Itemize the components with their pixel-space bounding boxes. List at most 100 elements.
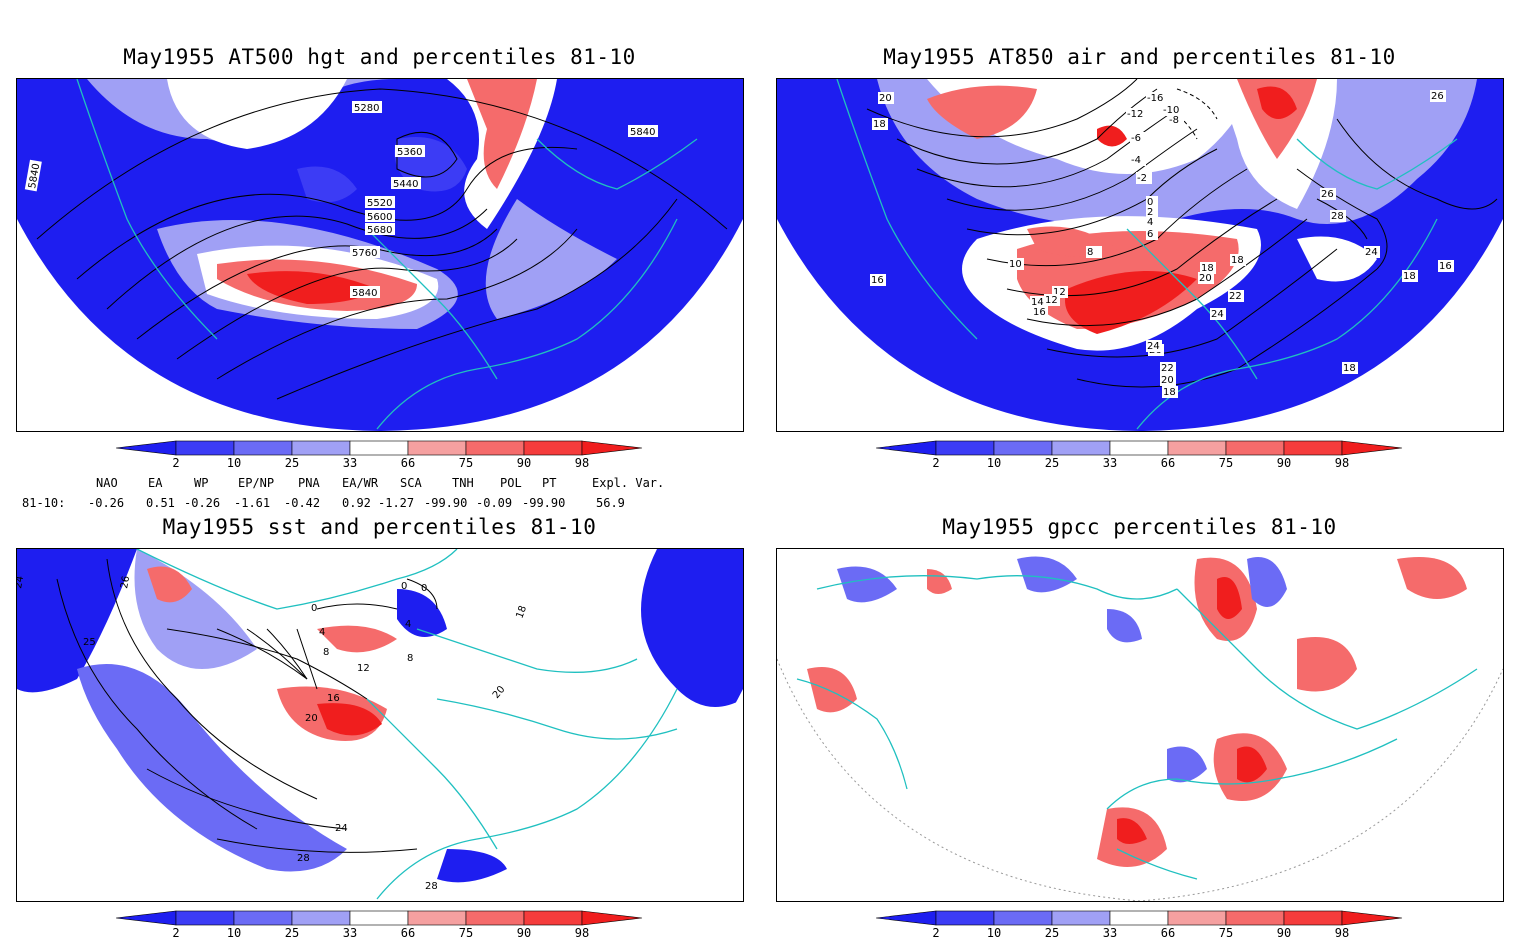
map-panel-gpcc (776, 548, 1504, 902)
contour-label: 16 (1439, 261, 1452, 272)
contour-label: 18 (514, 604, 529, 620)
contour-label: 16 (327, 693, 340, 704)
map-air850: 20 18 -16 -12 -10 -8 -6 -4 -2 0 2 4 6 8 … (777, 79, 1503, 431)
contour-label: 4 (405, 619, 411, 630)
contour-label: 14 (1031, 297, 1044, 308)
contour-label: 5360 (397, 147, 422, 158)
contour-labels-hgt500: 5280 5360 5440 5520 5600 5680 5760 5840 … (24, 101, 658, 299)
colorbar-tick-label: 75 (1218, 456, 1234, 470)
contour-label: 5760 (352, 248, 377, 259)
colorbar-segment (1167, 440, 1227, 456)
contour-label: 26 (1321, 189, 1334, 200)
index-header: TNH (452, 476, 474, 490)
contour-label: 8 (1087, 247, 1093, 258)
colorbar-segment (407, 440, 467, 456)
colorbar-segment (935, 910, 995, 926)
colorbar-segment (175, 440, 235, 456)
colorbar-tick-label: 66 (1160, 456, 1176, 470)
contour-label: 28 (425, 881, 438, 892)
colorbar-segment (523, 910, 583, 926)
contour-label: 5680 (367, 225, 392, 236)
teleconnection-indices: NAO EA WP EP/NP PNA EA/WR SCA TNH POL PT… (0, 476, 760, 516)
colorbar-tick-label: 98 (574, 926, 590, 940)
contour-label: 25 (83, 637, 96, 648)
contour-label: 28 (297, 853, 310, 864)
contour-label: -8 (1169, 115, 1179, 126)
colorbar-tick-label: 90 (516, 456, 532, 470)
colorbar-segment (1167, 910, 1227, 926)
index-header: WP (194, 476, 209, 490)
colorbar-segment (465, 910, 525, 926)
contour-label: -16 (1147, 93, 1163, 104)
contour-label: 22 (1229, 291, 1242, 302)
colorbar-tick-label: 25 (284, 456, 300, 470)
index-value: -0.26 (88, 496, 125, 510)
colorbar-segment (116, 440, 177, 456)
colorbar-tick-label: 33 (342, 926, 358, 940)
contour-label: 24 (17, 575, 26, 589)
index-value: 0.92 (342, 496, 371, 510)
map-sst: 24 26 25 0 0 4 4 8 8 12 16 20 24 28 28 1… (17, 549, 743, 901)
colorbar-segment (876, 910, 937, 926)
contour-label: 16 (871, 275, 884, 286)
contour-label: 0 (401, 581, 407, 592)
colorbar-tick-label: 10 (986, 926, 1002, 940)
contour-label: 10 (1009, 259, 1022, 270)
contour-label: 18 (1343, 363, 1356, 374)
index-header: PT (542, 476, 557, 490)
colorbar-tick-label: 25 (284, 926, 300, 940)
index-value: -0.42 (284, 496, 321, 510)
contour-label: 18 (1163, 387, 1176, 398)
contour-label: 28 (1331, 211, 1344, 222)
map-panel-air850: 20 18 -16 -12 -10 -8 -6 -4 -2 0 2 4 6 8 … (776, 78, 1504, 432)
contour-label: 18 (1231, 255, 1244, 266)
contour-label: 5280 (354, 103, 379, 114)
contour-label: 5840 (352, 288, 377, 299)
colorbar-tick-label: 75 (1218, 926, 1234, 940)
index-header: SCA (400, 476, 422, 490)
contour-label: 12 (357, 663, 370, 674)
colorbar-tick-label: 2 (932, 456, 940, 470)
contour-label: 24 (1211, 309, 1224, 320)
colorbar-tick-label: 33 (342, 456, 358, 470)
colorbar-segment (175, 910, 235, 926)
index-header: EA/WR (342, 476, 379, 490)
contour-label: 22 (1161, 363, 1174, 374)
index-value: -0.09 (476, 496, 513, 510)
index-value: -99.90 (424, 496, 468, 510)
colorbar-tick-label: 98 (1334, 926, 1350, 940)
colorbar-tick-label: 10 (226, 456, 242, 470)
colorbar-segment (581, 440, 643, 456)
contour-labels-sst: 24 26 25 0 0 4 4 8 8 12 16 20 24 28 28 1… (17, 575, 529, 892)
map-hgt500: 5280 5360 5440 5520 5600 5680 5760 5840 … (17, 79, 743, 431)
colorbar-tick-label: 98 (574, 456, 590, 470)
colorbar-tick-label: 33 (1102, 456, 1118, 470)
colorbar-tick-label: 25 (1044, 926, 1060, 940)
contour-label: 16 (1033, 307, 1046, 318)
contour-label: 26 (119, 575, 132, 589)
map-panel-hgt500: 5280 5360 5440 5520 5600 5680 5760 5840 … (16, 78, 744, 432)
contour-label: -2 (1137, 173, 1147, 184)
colorbar-strip (116, 910, 643, 926)
contour-label: 20 (1161, 375, 1174, 386)
colorbar-segment (1109, 440, 1169, 456)
contour-label: 5520 (367, 198, 392, 209)
colorbar-tick-label: 90 (516, 926, 532, 940)
colorbar-segment (1051, 910, 1111, 926)
map-panel-sst: 24 26 25 0 0 4 4 8 8 12 16 20 24 28 28 1… (16, 548, 744, 902)
index-header: EA (148, 476, 163, 490)
colorbar-tick-label: 66 (1160, 926, 1176, 940)
colorbar-strip (876, 440, 1403, 456)
colorbar-segment (1341, 440, 1403, 456)
contour-label: 18 (873, 119, 886, 130)
index-value: -1.27 (378, 496, 415, 510)
contour-label: 5600 (367, 212, 392, 223)
colorbar: 2 10 25 33 66 75 90 98 (876, 440, 1406, 470)
index-value: 0.51 (146, 496, 175, 510)
contour-label: 6 (1147, 229, 1153, 240)
index-row-label: 81-10: (22, 496, 66, 510)
contour-label: 0 (311, 603, 317, 614)
contour-label: 24 (335, 823, 348, 834)
colorbar-tick-label: 2 (172, 926, 180, 940)
colorbar-segment (935, 440, 995, 456)
